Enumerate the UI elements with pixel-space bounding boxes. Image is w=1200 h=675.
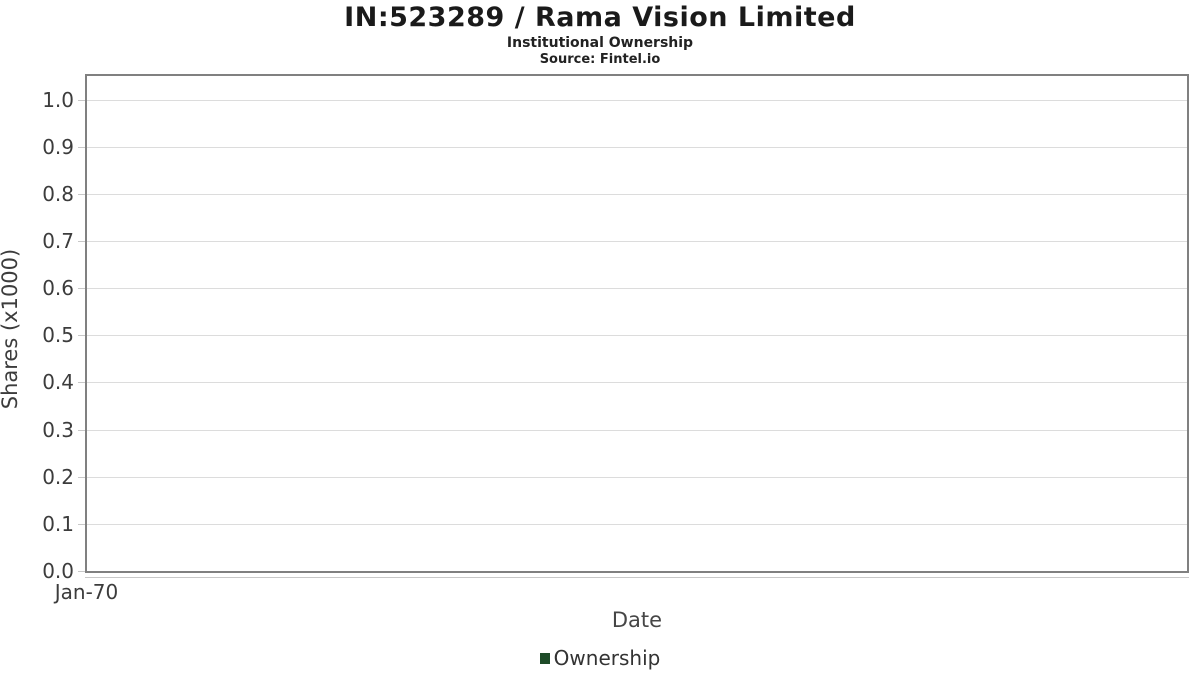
y-tick-mark bbox=[78, 523, 85, 525]
plot-area bbox=[85, 74, 1189, 573]
y-tick-mark bbox=[78, 146, 85, 148]
y-tick-mark bbox=[78, 193, 85, 195]
x-axis-title: Date bbox=[611, 608, 663, 632]
y-tick-mark bbox=[78, 288, 85, 290]
y-tick-label: 0.6 bbox=[42, 276, 74, 301]
y-gridline bbox=[87, 335, 1187, 337]
y-tick-label: 0.5 bbox=[42, 323, 74, 348]
legend-swatch bbox=[539, 652, 550, 664]
y-tick-mark bbox=[78, 382, 85, 384]
chart-subtitle: Institutional Ownership bbox=[506, 35, 694, 51]
y-tick-mark bbox=[78, 476, 85, 478]
y-tick-label: 0.7 bbox=[42, 229, 74, 253]
legend-label: Ownership bbox=[553, 646, 661, 670]
y-gridline bbox=[87, 288, 1187, 290]
y-tick-mark bbox=[78, 241, 85, 242]
y-tick-mark bbox=[78, 99, 85, 101]
y-tick-mark bbox=[78, 571, 85, 572]
y-gridline bbox=[87, 382, 1187, 384]
y-gridline bbox=[87, 99, 1187, 101]
chart-title: IN:523289 / Rama Vision Limited bbox=[344, 2, 856, 33]
y-gridline bbox=[87, 476, 1187, 478]
y-tick-label: 0.9 bbox=[42, 134, 74, 159]
x-tick-label: Jan-70 bbox=[54, 580, 119, 604]
x-axis-line bbox=[85, 577, 1189, 578]
y-tick-mark bbox=[78, 335, 85, 337]
legend: Ownership bbox=[0, 646, 1200, 670]
y-tick-label: 0.1 bbox=[42, 511, 74, 536]
y-tick-label: 1.0 bbox=[42, 87, 74, 112]
y-gridline bbox=[87, 429, 1187, 431]
y-tick-label: 0.0 bbox=[42, 559, 74, 583]
y-tick-label: 0.4 bbox=[42, 370, 74, 395]
y-gridline bbox=[87, 241, 1187, 242]
chart-source: Source: Fintel.io bbox=[539, 52, 661, 67]
y-tick-label: 0.2 bbox=[42, 464, 74, 489]
y-gridline bbox=[87, 146, 1187, 148]
y-gridline bbox=[87, 193, 1187, 195]
legend-item-ownership[interactable]: Ownership bbox=[539, 646, 661, 670]
y-tick-label: 0.8 bbox=[42, 181, 74, 206]
y-tick-label: 0.3 bbox=[42, 417, 74, 442]
y-tick-mark bbox=[78, 429, 85, 431]
y-gridline bbox=[87, 523, 1187, 525]
